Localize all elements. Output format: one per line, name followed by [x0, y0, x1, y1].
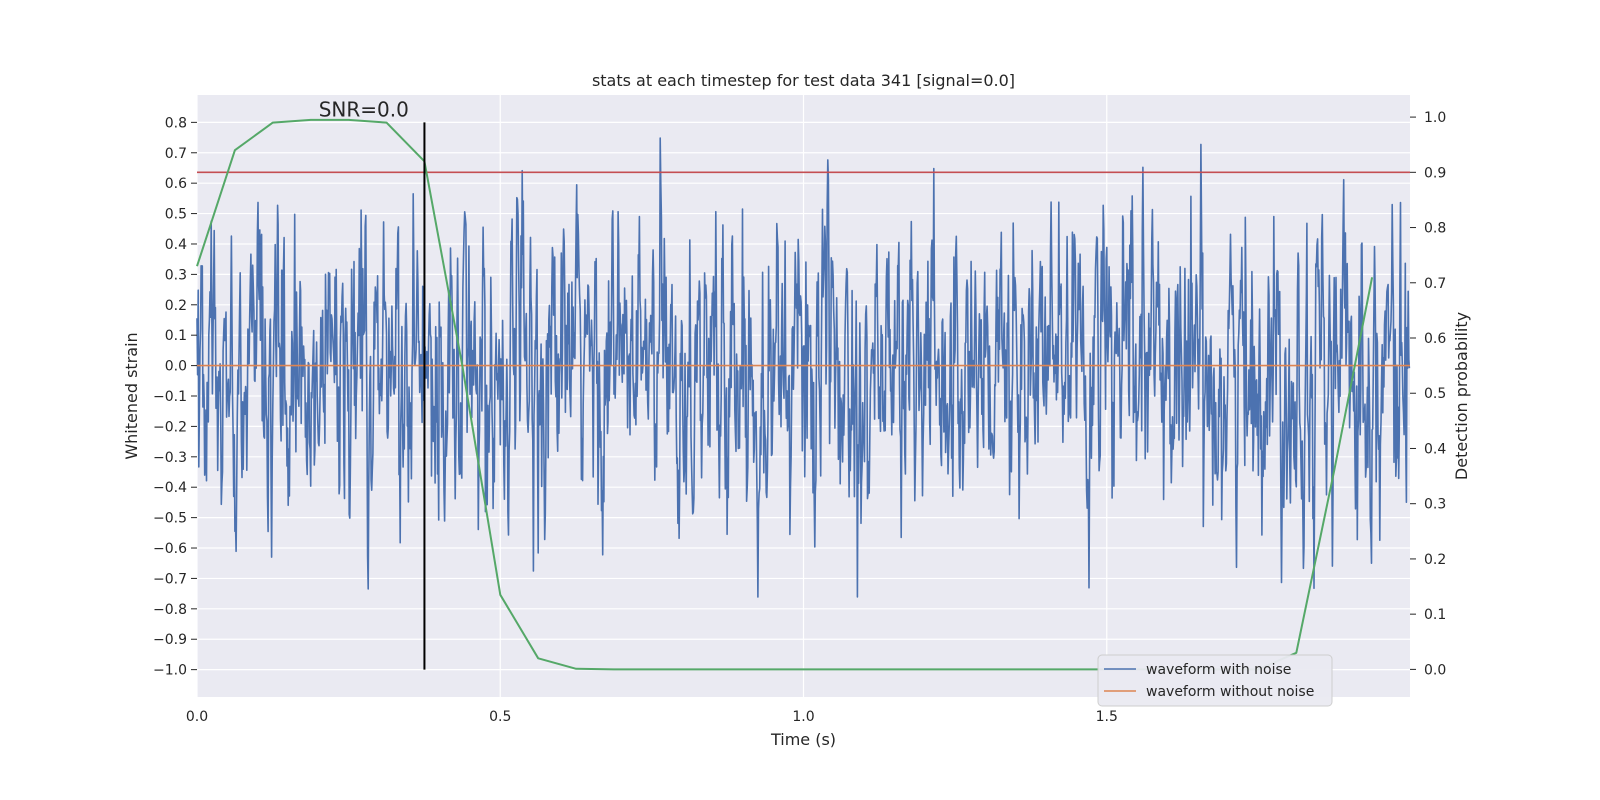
y2-tick-label: 0.8	[1424, 221, 1446, 237]
x-tick-label: 0.0	[186, 709, 208, 725]
legend-label-clean: waveform without noise	[1146, 684, 1314, 700]
legend-box	[1097, 654, 1333, 707]
y2-tick-label: 1.0	[1424, 110, 1446, 126]
y-tick-label: 0.3	[165, 267, 187, 283]
y-axis-right-ticks: 1.0 0.9 0.8 0.7 0.6 0.5 0.4 0.3 0.2 0.1 0.0	[1410, 110, 1446, 678]
x-tick-label: 0.5	[489, 709, 511, 725]
x-tick-label: 1.5	[1096, 709, 1118, 725]
x-axis-ticks: 0.0 0.5 1.0 1.5	[186, 709, 1118, 725]
legend-label-noise: waveform with noise	[1146, 662, 1291, 678]
y-tick-label: 0.0	[165, 359, 187, 375]
y-tick-label: 0.4	[165, 237, 187, 253]
chart-title: stats at each timestep for test data 341…	[592, 71, 1015, 90]
y-axis-label: Whitened strain	[122, 332, 141, 459]
y-tick-label: 0.1	[165, 328, 187, 344]
y-tick-label: −0.7	[153, 571, 187, 587]
y-tick-label: 0.7	[165, 146, 187, 162]
y-tick-label: 0.5	[165, 207, 187, 223]
y-axis-left-ticks: 0.8 0.7 0.6 0.5 0.4 0.3 0.2 0.1 0.0 −0.1 −0.2 −0.3 −…	[153, 115, 197, 679]
y-tick-label: 0.8	[165, 115, 187, 131]
x-tick-label: 1.0	[792, 709, 814, 725]
y2-tick-label: 0.0	[1424, 662, 1446, 678]
y-tick-label: −0.8	[153, 602, 187, 618]
y-tick-label: 0.6	[165, 176, 187, 192]
y-tick-label: −1.0	[153, 663, 187, 679]
y-tick-label: −0.6	[153, 541, 187, 557]
y2-tick-label: 0.1	[1424, 607, 1446, 623]
y2-tick-label: 0.5	[1424, 386, 1446, 402]
legend: waveform with noise waveform without noi…	[1097, 654, 1333, 707]
y2-tick-label: 0.6	[1424, 331, 1446, 347]
y2-tick-label: 0.3	[1424, 497, 1446, 513]
y-tick-label: −0.9	[153, 632, 187, 648]
y-tick-label: −0.5	[153, 511, 187, 527]
y-tick-label: −0.3	[153, 450, 187, 466]
y2-tick-label: 0.4	[1424, 441, 1446, 457]
snr-annotation: SNR=0.0	[319, 97, 409, 121]
y-tick-label: 0.2	[165, 298, 187, 314]
y-tick-label: −0.4	[153, 480, 187, 496]
y2-tick-label: 0.2	[1424, 552, 1446, 568]
waveform-with-noise-line	[196, 137, 1411, 598]
y2-tick-label: 0.9	[1424, 165, 1446, 181]
y2-axis-label: Detection probability	[1452, 312, 1471, 480]
y-tick-label: −0.2	[153, 419, 187, 435]
series-layer	[196, 118, 1411, 671]
y-tick-label: −0.1	[153, 389, 187, 405]
y2-tick-label: 0.7	[1424, 276, 1446, 292]
x-axis-label: Time (s)	[770, 730, 836, 749]
